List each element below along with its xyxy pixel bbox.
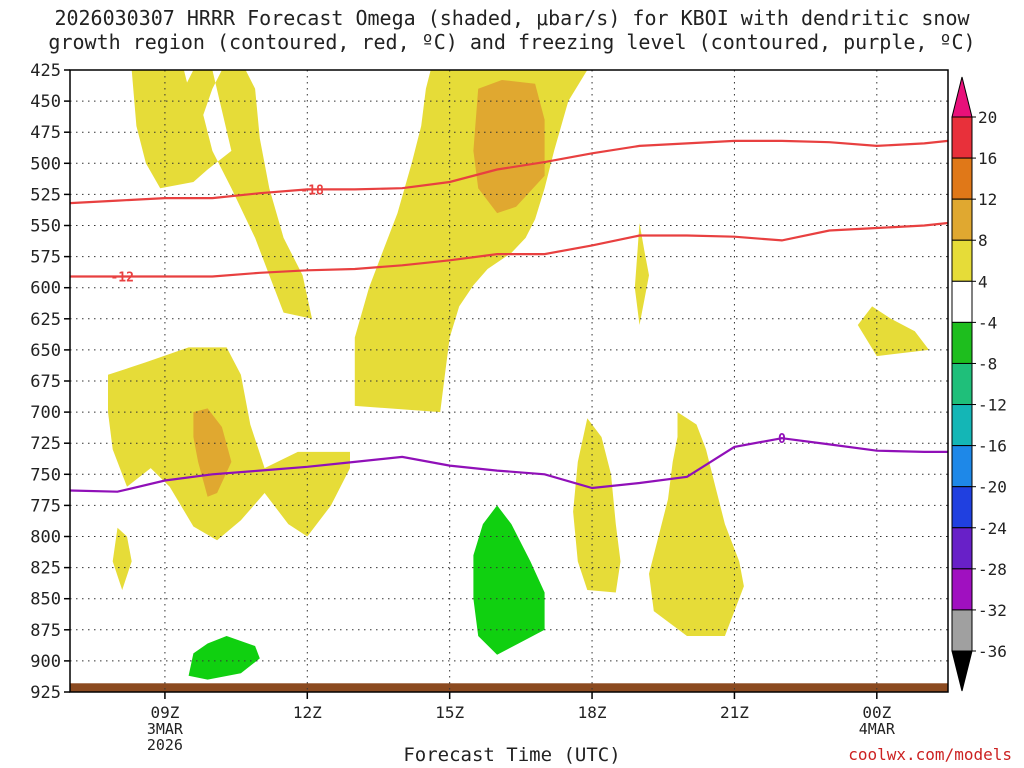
colorbar-label: -28 [978,560,1007,579]
contour-label-1: -12 [110,271,133,286]
colorbar-swatch-1 [951,157,973,200]
y-tick-label: 450 [30,92,61,112]
colorbar-swatch-7 [951,404,973,447]
x-tick-label: 09Z [150,703,179,722]
colorbar-swatch-6 [951,362,973,406]
chart-title-line-2: growth region (contoured, red, ºC) and f… [48,30,976,54]
x-tick-label: 12Z [293,703,322,722]
y-tick-label: 650 [30,341,61,361]
colorbar-label: 8 [978,231,988,250]
y-tick-label: 425 [30,61,61,81]
omega-region-5 [573,418,621,593]
chart-title: 2026030307 HRRR Forecast Omega (shaded, … [0,6,1024,54]
x-tick-sublabel: 2026 [147,736,183,754]
y-tick-label: 525 [30,185,61,205]
y-tick-label: 575 [30,248,61,268]
omega-region-4 [634,223,649,325]
colorbar-label: -36 [978,642,1007,661]
y-tick-label: 925 [30,683,61,703]
y-tick-label: 550 [30,217,61,237]
x-tick-label: 18Z [578,703,607,722]
y-tick-label: 700 [30,403,61,423]
y-tick-label: 600 [30,279,61,299]
contour-line-2 [70,437,948,493]
contour-label-2: 0 [778,432,786,447]
colorbar-swatch-10 [951,527,973,570]
colorbar-label: 12 [978,190,997,209]
colorbar-bottom-arrow [951,650,973,692]
colorbar-label: -4 [978,313,997,332]
y-tick-label: 725 [30,434,61,454]
site-credit[interactable]: coolwx.com/models [848,745,1012,764]
y-tick-label: 775 [30,496,61,516]
y-tick-label: 875 [30,621,61,641]
omega-region-1 [354,70,588,413]
colorbar-label: -16 [978,437,1007,456]
omega-region-11 [188,636,260,680]
omega-region-3 [112,527,132,590]
y-tick-label: 800 [30,528,61,548]
colorbar-label: -20 [978,478,1007,497]
colorbar-swatch-4 [951,280,973,323]
y-tick-label: 500 [30,154,61,174]
x-tick-label: 21Z [720,703,749,722]
x-tick-sublabel: 3MAR [147,720,184,738]
y-tick-label: 475 [30,123,61,143]
contour-line-0 [70,139,948,205]
colorbar-swatch-12 [951,609,973,652]
colorbar-label: 16 [978,149,997,168]
colorbar-label: -8 [978,354,997,373]
y-tick-label: 750 [30,465,61,485]
colorbar-swatch-3 [951,239,973,282]
omega-region-2 [108,347,350,541]
terrain-ground [70,683,948,692]
x-tick-label: 15Z [435,703,464,722]
omega-region-7 [857,306,929,357]
colorbar-label: -24 [978,519,1007,538]
colorbar-swatch-9 [951,486,973,529]
colorbar-swatch-11 [951,568,973,611]
colorbar-label: 4 [978,272,988,291]
y-tick-label: 625 [30,310,61,330]
colorbar-label: -12 [978,396,1007,415]
colorbar-swatch-8 [951,445,973,488]
x-tick-label: 00Z [862,703,891,722]
colorbar-label: 20 [978,108,997,127]
colorbar-top-arrow [951,76,973,118]
contour-line-1 [70,221,948,278]
chart-title-line-1: 2026030307 HRRR Forecast Omega (shaded, … [54,6,970,30]
x-axis-label: Forecast Time (UTC) [403,744,621,766]
colorbar-swatch-0 [951,116,973,159]
omega-region-6 [649,412,744,636]
omega-region-8 [473,80,545,214]
y-tick-label: 825 [30,559,61,579]
x-tick-sublabel: 4MAR [859,720,896,738]
colorbar-label: -32 [978,601,1007,620]
omega-region-0 [131,70,312,319]
y-tick-label: 675 [30,372,61,392]
colorbar-swatch-2 [951,198,973,241]
y-tick-label: 850 [30,590,61,610]
omega-region-10 [473,505,545,655]
y-tick-label: 900 [30,652,61,672]
colorbar-swatch-5 [951,321,973,364]
contour-label-0: -18 [300,183,324,198]
